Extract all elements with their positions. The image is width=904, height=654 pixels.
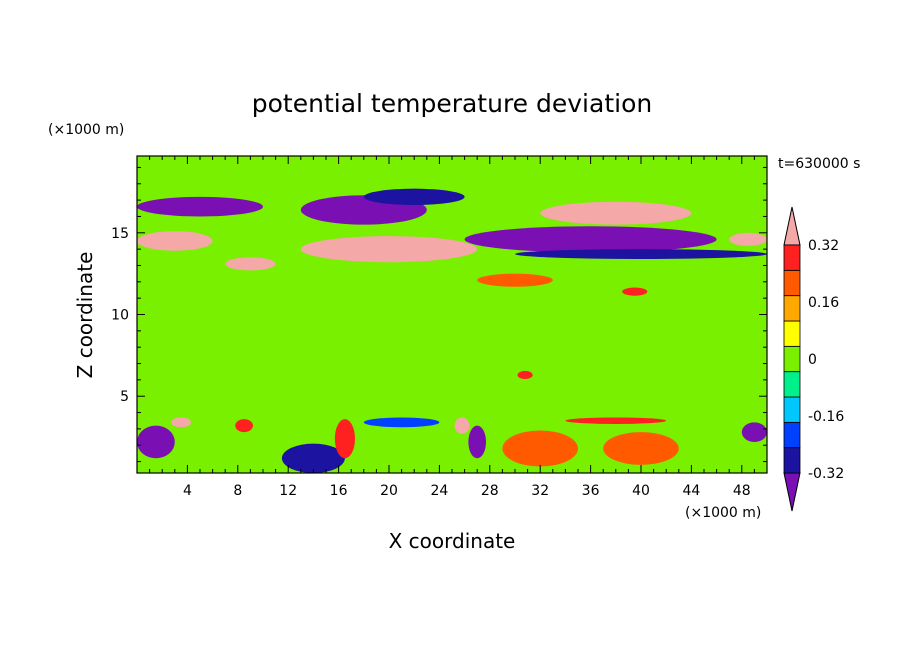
heatmap-region-1 [137, 196, 263, 217]
y-tick-label: 10 [111, 308, 129, 324]
heatmap-region-24 [235, 419, 253, 433]
colorbar-swatch [783, 244, 801, 271]
colorbar: 0.32 0.16 0 -0.16 -0.32 [783, 206, 844, 512]
x-axis-title: X coordinate [389, 529, 516, 553]
heatmap-region-12 [622, 287, 648, 296]
x-tick-label: 4 [183, 483, 192, 499]
x-tick-label: 48 [733, 483, 751, 499]
heatmap-region-9 [225, 257, 276, 271]
colorbar-swatch [783, 421, 801, 449]
heatmap-region-3 [464, 226, 717, 253]
colorbar-swatch [783, 320, 801, 347]
colorbar-label: 0 [808, 352, 817, 368]
heatmap-region-21 [603, 432, 679, 465]
x-tick-label: 36 [582, 483, 600, 499]
time-label: t=630000 s [778, 156, 860, 172]
heatmap-region-25 [363, 417, 440, 428]
heatmap-region-15 [171, 417, 192, 428]
heatmap-region-23 [565, 417, 667, 424]
heatmap-region-7 [300, 236, 478, 263]
chart-title: potential temperature deviation [252, 89, 652, 118]
heatmap-region-18 [454, 417, 470, 434]
heatmap-region-20 [502, 430, 578, 467]
colorbar-swatch [783, 269, 801, 297]
colorbar-label: -0.32 [808, 466, 844, 482]
x-tick-label: 16 [330, 483, 348, 499]
colorbar-swatch [783, 345, 801, 373]
heatmap-region-19 [468, 425, 487, 459]
y-axis-title: Z coordinate [73, 252, 97, 379]
x-tick-label: 32 [531, 483, 549, 499]
colorbar-label: -0.16 [808, 409, 844, 425]
heatmap-region-11 [477, 273, 553, 287]
y-unit-label: (×1000 m) [48, 122, 124, 138]
x-tick-label: 28 [481, 483, 499, 499]
x-tick-label: 24 [430, 483, 448, 499]
colorbar-swatch [783, 295, 801, 322]
heatmap-region-14 [137, 425, 175, 459]
heatmap-region-4 [515, 249, 767, 259]
x-tick-label: 44 [682, 483, 700, 499]
heatmap-region-16 [281, 443, 345, 473]
heatmap-region-8 [540, 201, 692, 225]
y-tick-label: 15 [111, 226, 129, 242]
colorbar-label: 0.32 [808, 238, 839, 254]
y-tick-label: 5 [120, 389, 129, 405]
heatmap-region-10 [729, 232, 767, 246]
colorbar-swatch [783, 447, 801, 474]
colorbar-swatch [783, 396, 801, 423]
x-unit-label: (×1000 m) [685, 505, 761, 521]
heatmap-region-22 [741, 422, 767, 442]
x-tick-label: 8 [233, 483, 242, 499]
heatmap-region-6 [137, 231, 213, 251]
heatmap-region-5 [363, 188, 465, 206]
colorbar-label: 0.16 [808, 295, 839, 311]
heatmap-region-13 [517, 370, 533, 380]
colorbar-swatch [783, 371, 801, 398]
heatmap-region-17 [334, 419, 355, 459]
x-tick-label: 40 [632, 483, 650, 499]
x-tick-label: 12 [279, 483, 297, 499]
x-tick-label: 20 [380, 483, 398, 499]
